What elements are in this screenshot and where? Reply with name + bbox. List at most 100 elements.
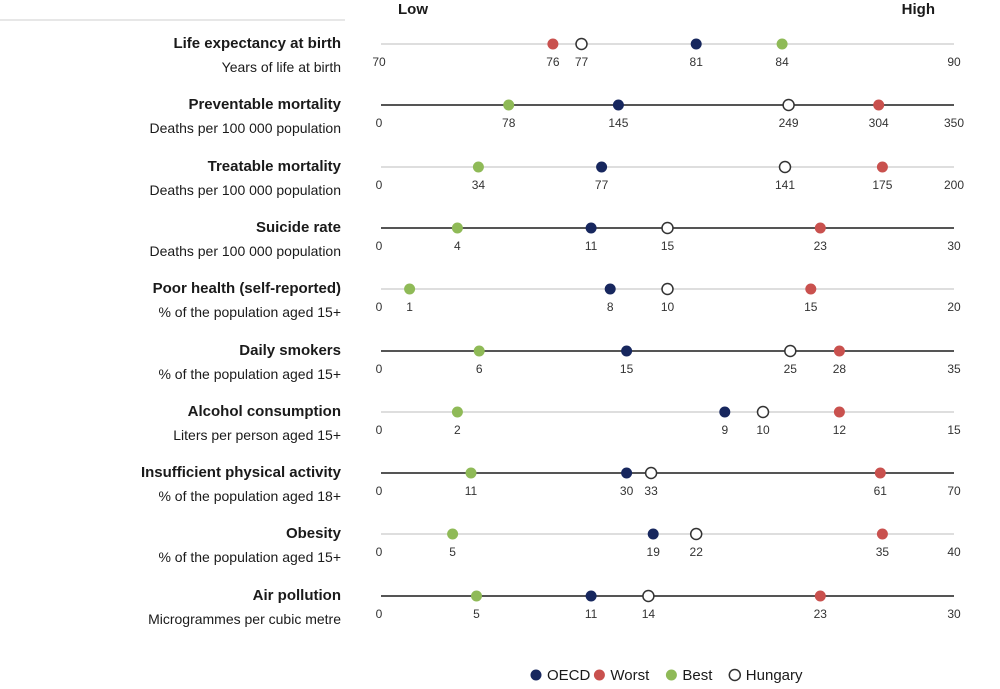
point-worst xyxy=(873,99,885,111)
value-label-oecd: 77 xyxy=(595,178,609,192)
point-worst xyxy=(814,590,826,602)
point-best xyxy=(503,99,515,111)
legend-marker-oecd xyxy=(530,669,542,681)
row-title: Life expectancy at birth xyxy=(173,35,341,52)
row-max-label: 40 xyxy=(947,545,961,559)
value-label-best: 2 xyxy=(454,423,461,437)
point-hungary xyxy=(782,98,795,112)
indicator-rows: Life expectancy at birth Years of life at… xyxy=(141,35,964,627)
value-label-best: 34 xyxy=(472,178,486,192)
value-label-best: 5 xyxy=(473,607,480,621)
legend-label-best: Best xyxy=(682,667,713,684)
point-best xyxy=(404,283,416,295)
legend-marker-hungary xyxy=(728,668,742,682)
value-label-worst: 28 xyxy=(833,362,847,376)
indicator-row: Life expectancy at birth Years of life at… xyxy=(173,35,961,75)
row-max-label: 90 xyxy=(947,55,961,69)
point-worst xyxy=(874,467,886,479)
value-label-best: 78 xyxy=(502,116,516,130)
value-label-oecd: 81 xyxy=(690,55,704,69)
indicator-row: Suicide rate Deaths per 100 000 populatio… xyxy=(150,219,961,259)
point-worst xyxy=(833,406,845,418)
row-min-label: 0 xyxy=(376,545,383,559)
indicator-row: Obesity % of the population aged 15+ 0 40 19… xyxy=(158,525,961,565)
row-min-label: 0 xyxy=(376,607,383,621)
value-label-hungary: 25 xyxy=(784,362,798,376)
value-label-best: 11 xyxy=(465,484,478,498)
point-hungary xyxy=(784,344,797,358)
indicator-row: Daily smokers % of the population aged 15… xyxy=(158,342,961,382)
indicator-row: Preventable mortality Deaths per 100 000 … xyxy=(150,96,965,136)
point-oecd xyxy=(621,467,633,479)
row-subtitle: Deaths per 100 000 population xyxy=(150,120,341,136)
value-label-hungary: 249 xyxy=(779,116,799,130)
legend-marker-worst xyxy=(593,669,605,681)
point-best xyxy=(451,406,463,418)
value-label-worst: 23 xyxy=(814,607,828,621)
row-subtitle: % of the population aged 15+ xyxy=(158,304,341,320)
point-best xyxy=(465,467,477,479)
value-label-oecd: 8 xyxy=(607,300,614,314)
value-label-hungary: 14 xyxy=(642,607,656,621)
legend-label-worst: Worst xyxy=(610,667,650,684)
point-worst xyxy=(876,528,888,540)
point-oecd xyxy=(612,99,624,111)
point-best xyxy=(471,590,482,602)
row-title: Poor health (self-reported) xyxy=(153,280,341,297)
row-title: Alcohol consumption xyxy=(188,403,341,420)
row-max-label: 350 xyxy=(944,116,964,130)
row-min-label: 0 xyxy=(376,300,383,314)
row-subtitle: % of the population aged 18+ xyxy=(158,488,341,504)
value-label-worst: 76 xyxy=(546,55,560,69)
value-label-oecd: 19 xyxy=(647,545,661,559)
row-max-label: 30 xyxy=(947,607,961,621)
row-max-label: 35 xyxy=(947,362,961,376)
row-max-label: 30 xyxy=(947,239,961,253)
row-subtitle: % of the population aged 15+ xyxy=(158,366,341,382)
value-label-worst: 12 xyxy=(833,423,847,437)
point-best xyxy=(447,528,459,540)
point-hungary xyxy=(778,160,792,174)
value-label-worst: 35 xyxy=(876,545,890,559)
value-label-worst: 61 xyxy=(874,484,888,498)
row-max-label: 70 xyxy=(947,484,961,498)
row-min-label: 70 xyxy=(372,55,386,69)
point-hungary xyxy=(575,37,588,51)
legend-label-hungary: Hungary xyxy=(746,667,803,684)
value-label-hungary: 33 xyxy=(644,484,658,498)
row-title: Air pollution xyxy=(253,587,341,604)
value-label-best: 5 xyxy=(449,545,456,559)
row-title: Treatable mortality xyxy=(208,158,342,175)
row-title: Daily smokers xyxy=(239,342,341,359)
row-title: Obesity xyxy=(286,525,342,542)
value-label-oecd: 15 xyxy=(620,362,634,376)
value-label-oecd: 11 xyxy=(585,239,598,253)
row-max-label: 200 xyxy=(944,178,964,192)
point-hungary xyxy=(661,282,674,296)
point-hungary xyxy=(756,405,770,419)
row-min-label: 0 xyxy=(376,362,383,376)
row-subtitle: Liters per person aged 15+ xyxy=(173,427,341,443)
point-oecd xyxy=(596,161,608,173)
indicator-row: Poor health (self-reported) % of the popu… xyxy=(153,280,961,320)
row-min-label: 0 xyxy=(376,239,383,253)
row-max-label: 15 xyxy=(947,423,961,437)
point-oecd xyxy=(690,38,702,50)
point-worst xyxy=(833,345,845,357)
point-best xyxy=(472,161,484,173)
value-label-worst: 23 xyxy=(814,239,828,253)
point-worst xyxy=(547,38,559,50)
point-hungary xyxy=(661,221,674,235)
value-label-hungary: 22 xyxy=(690,545,704,559)
value-label-worst: 304 xyxy=(869,116,889,130)
row-subtitle: Years of life at birth xyxy=(222,59,341,75)
point-worst xyxy=(876,161,888,173)
indicator-row: Air pollution Microgrammes per cubic metr… xyxy=(148,587,961,627)
value-label-best: 6 xyxy=(476,362,483,376)
row-subtitle: Microgrammes per cubic metre xyxy=(148,611,341,627)
point-oecd xyxy=(621,345,633,357)
value-label-oecd: 9 xyxy=(721,423,728,437)
header-high: High xyxy=(902,1,935,18)
value-label-oecd: 30 xyxy=(620,484,634,498)
point-best xyxy=(451,222,463,234)
